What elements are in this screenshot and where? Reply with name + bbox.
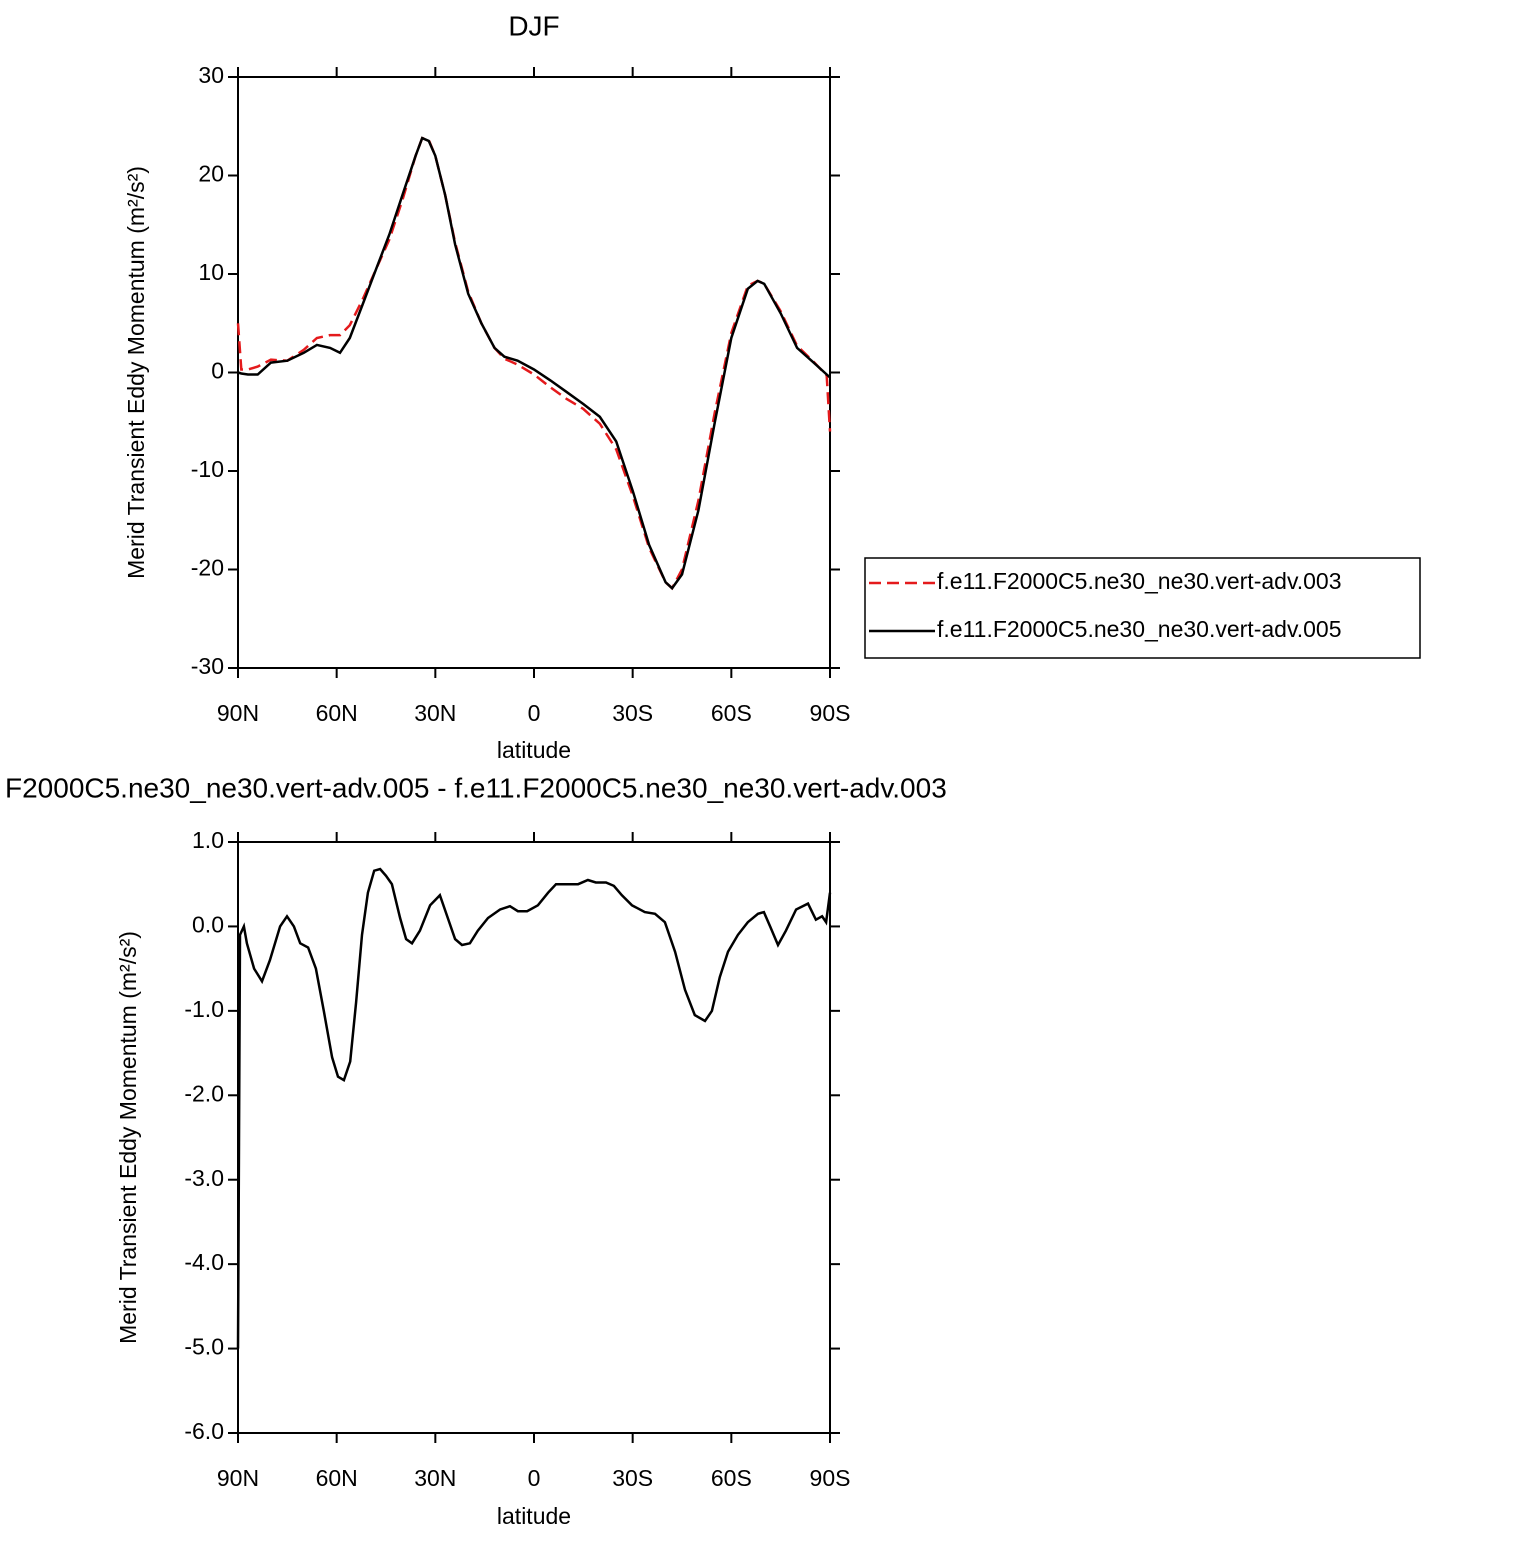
x-tick-label: 90S [810, 700, 851, 726]
y-tick-label: -10 [191, 456, 224, 482]
x-tick-label: 30S [612, 700, 653, 726]
chart-title: DJF [508, 10, 559, 41]
x-tick-label: 60N [316, 700, 358, 726]
y-tick-label: -30 [191, 653, 224, 679]
y-axis-label: Merid Transient Eddy Momentum (m²/s²) [115, 931, 141, 1344]
x-tick-label: 60N [316, 1465, 358, 1491]
y-tick-label: -3.0 [184, 1165, 224, 1191]
y-tick-label: 0.0 [192, 912, 224, 938]
y-tick-label: -1.0 [184, 996, 224, 1022]
data-line [237, 136, 831, 591]
y-tick-label: -4.0 [184, 1249, 224, 1275]
y-tick-label: -5.0 [184, 1334, 224, 1360]
y-tick-label: -2.0 [184, 1080, 224, 1106]
x-tick-label: 0 [528, 700, 541, 726]
legend-label: f.e11.F2000C5.ne30_ne30.vert-adv.003 [937, 568, 1342, 594]
y-tick-label: -20 [191, 555, 224, 581]
y-tick-label: 0 [211, 358, 224, 384]
x-tick-label: 90S [810, 1465, 851, 1491]
y-tick-label: -6.0 [184, 1418, 224, 1444]
data-line [236, 136, 832, 591]
y-tick-label: 1.0 [192, 827, 224, 853]
x-axis-label: latitude [497, 737, 571, 763]
x-tick-label: 0 [528, 1465, 541, 1491]
x-axis-label: latitude [497, 1503, 571, 1529]
legend-box [864, 557, 1421, 659]
x-tick-label: 30N [414, 700, 456, 726]
plot-frame [237, 76, 831, 669]
y-tick-label: 30 [198, 62, 224, 88]
y-axis-label: Merid Transient Eddy Momentum (m²/s²) [123, 166, 149, 579]
data-line [236, 867, 832, 1349]
x-tick-label: 30N [414, 1465, 456, 1491]
legend-label: f.e11.F2000C5.ne30_ne30.vert-adv.005 [937, 616, 1342, 642]
x-tick-label: 90N [217, 1465, 259, 1491]
chart-title: F2000C5.ne30_ne30.vert-adv.005 - f.e11.F… [5, 772, 947, 803]
x-tick-label: 90N [217, 700, 259, 726]
x-tick-label: 30S [612, 1465, 653, 1491]
y-tick-label: 20 [198, 161, 224, 187]
x-tick-label: 60S [711, 700, 752, 726]
y-tick-label: 10 [198, 259, 224, 285]
x-tick-label: 60S [711, 1465, 752, 1491]
